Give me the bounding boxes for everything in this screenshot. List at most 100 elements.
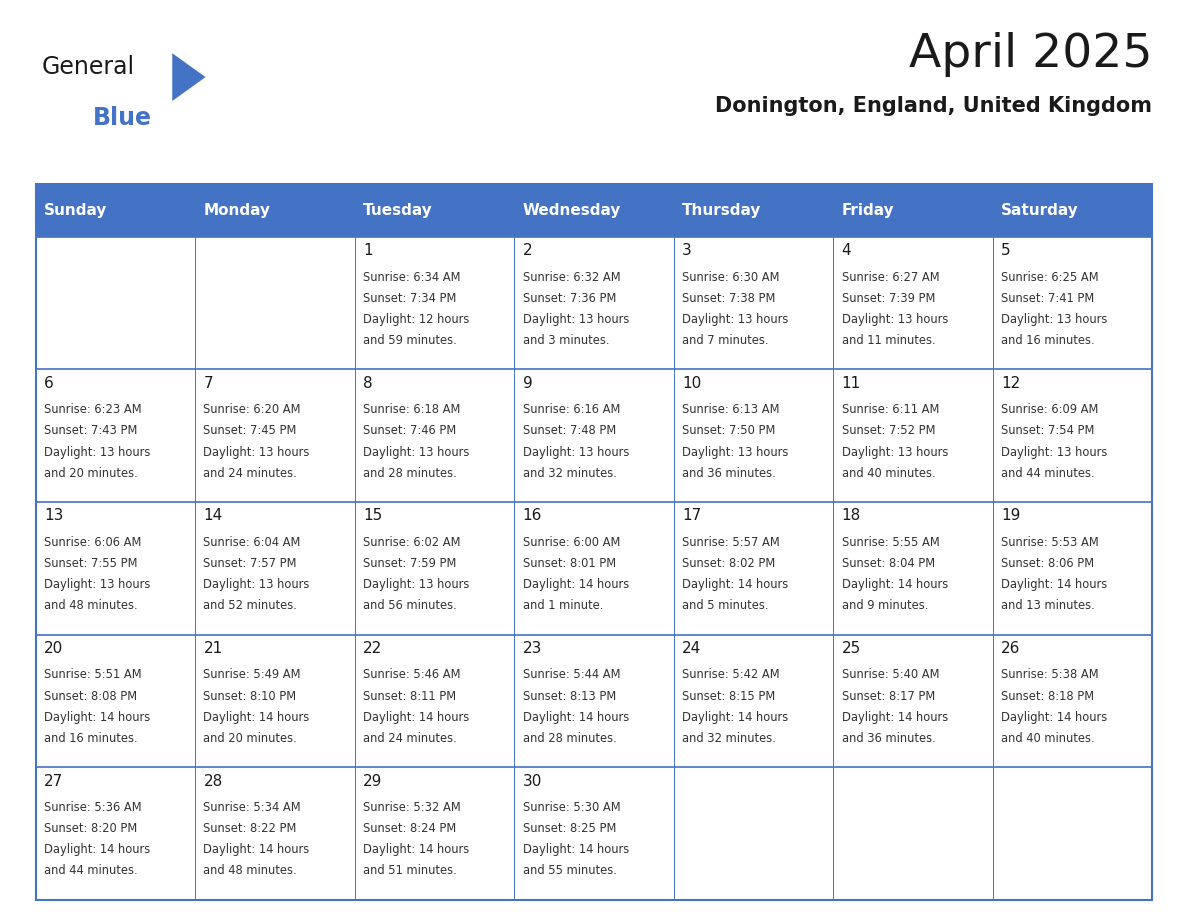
Bar xyxy=(195,184,355,237)
Bar xyxy=(36,237,195,369)
Bar xyxy=(674,767,833,900)
Text: and 44 minutes.: and 44 minutes. xyxy=(1001,466,1095,480)
Text: and 48 minutes.: and 48 minutes. xyxy=(203,865,297,878)
Text: Sunrise: 6:25 AM: Sunrise: 6:25 AM xyxy=(1001,271,1099,284)
Text: 11: 11 xyxy=(841,375,861,391)
Text: Sunset: 8:15 PM: Sunset: 8:15 PM xyxy=(682,689,776,702)
Text: and 48 minutes.: and 48 minutes. xyxy=(44,599,138,612)
Text: Sunset: 7:45 PM: Sunset: 7:45 PM xyxy=(203,424,297,438)
Text: Daylight: 13 hours: Daylight: 13 hours xyxy=(682,313,789,326)
Text: Daylight: 14 hours: Daylight: 14 hours xyxy=(682,578,789,591)
Bar xyxy=(36,184,195,237)
Text: Daylight: 14 hours: Daylight: 14 hours xyxy=(203,844,310,856)
Text: Sunset: 8:13 PM: Sunset: 8:13 PM xyxy=(523,689,615,702)
Bar xyxy=(36,184,1152,900)
Text: Sunrise: 6:32 AM: Sunrise: 6:32 AM xyxy=(523,271,620,284)
Text: Sunrise: 5:46 AM: Sunrise: 5:46 AM xyxy=(364,668,461,681)
Text: Daylight: 14 hours: Daylight: 14 hours xyxy=(364,711,469,723)
Text: Sunset: 7:38 PM: Sunset: 7:38 PM xyxy=(682,292,776,305)
Text: and 16 minutes.: and 16 minutes. xyxy=(44,732,138,744)
Text: and 52 minutes.: and 52 minutes. xyxy=(203,599,297,612)
Text: Sunset: 7:52 PM: Sunset: 7:52 PM xyxy=(841,424,935,438)
Polygon shape xyxy=(172,53,206,101)
Text: Sunset: 8:08 PM: Sunset: 8:08 PM xyxy=(44,689,137,702)
Text: 25: 25 xyxy=(841,641,861,656)
Text: Sunset: 8:01 PM: Sunset: 8:01 PM xyxy=(523,557,615,570)
Text: and 11 minutes.: and 11 minutes. xyxy=(841,334,935,347)
Text: Sunrise: 6:09 AM: Sunrise: 6:09 AM xyxy=(1001,403,1099,417)
Text: Daylight: 13 hours: Daylight: 13 hours xyxy=(364,445,469,459)
Text: and 28 minutes.: and 28 minutes. xyxy=(364,466,456,480)
Text: Daylight: 13 hours: Daylight: 13 hours xyxy=(523,313,628,326)
Text: Daylight: 14 hours: Daylight: 14 hours xyxy=(841,711,948,723)
Text: 19: 19 xyxy=(1001,509,1020,523)
Text: Monday: Monday xyxy=(203,203,270,218)
Text: 6: 6 xyxy=(44,375,53,391)
Bar xyxy=(36,634,195,767)
Text: 23: 23 xyxy=(523,641,542,656)
Text: Sunrise: 6:20 AM: Sunrise: 6:20 AM xyxy=(203,403,301,417)
Text: Daylight: 14 hours: Daylight: 14 hours xyxy=(523,711,628,723)
Text: Sunset: 8:18 PM: Sunset: 8:18 PM xyxy=(1001,689,1094,702)
Text: 30: 30 xyxy=(523,774,542,789)
Text: Daylight: 13 hours: Daylight: 13 hours xyxy=(841,313,948,326)
Text: Sunrise: 6:23 AM: Sunrise: 6:23 AM xyxy=(44,403,141,417)
Bar xyxy=(833,634,993,767)
Text: Sunrise: 6:16 AM: Sunrise: 6:16 AM xyxy=(523,403,620,417)
Text: Sunrise: 6:00 AM: Sunrise: 6:00 AM xyxy=(523,536,620,549)
Bar xyxy=(514,184,674,237)
Text: Daylight: 13 hours: Daylight: 13 hours xyxy=(1001,313,1107,326)
Bar xyxy=(514,767,674,900)
Text: Sunrise: 6:13 AM: Sunrise: 6:13 AM xyxy=(682,403,779,417)
Text: Sunrise: 5:34 AM: Sunrise: 5:34 AM xyxy=(203,801,301,814)
Text: 16: 16 xyxy=(523,509,542,523)
Text: Sunset: 7:55 PM: Sunset: 7:55 PM xyxy=(44,557,138,570)
Text: and 7 minutes.: and 7 minutes. xyxy=(682,334,769,347)
Text: Sunrise: 6:02 AM: Sunrise: 6:02 AM xyxy=(364,536,461,549)
Bar xyxy=(195,502,355,634)
Text: Daylight: 14 hours: Daylight: 14 hours xyxy=(523,578,628,591)
Text: Sunrise: 5:40 AM: Sunrise: 5:40 AM xyxy=(841,668,939,681)
Text: Sunrise: 6:18 AM: Sunrise: 6:18 AM xyxy=(364,403,461,417)
Text: Sunrise: 6:11 AM: Sunrise: 6:11 AM xyxy=(841,403,939,417)
Text: Sunset: 7:39 PM: Sunset: 7:39 PM xyxy=(841,292,935,305)
Bar xyxy=(674,634,833,767)
Bar xyxy=(674,237,833,369)
Text: Sunset: 8:11 PM: Sunset: 8:11 PM xyxy=(364,689,456,702)
Text: Sunset: 8:02 PM: Sunset: 8:02 PM xyxy=(682,557,776,570)
Text: 20: 20 xyxy=(44,641,63,656)
Text: 17: 17 xyxy=(682,509,701,523)
Bar xyxy=(195,634,355,767)
Text: and 51 minutes.: and 51 minutes. xyxy=(364,865,456,878)
Text: Sunset: 8:10 PM: Sunset: 8:10 PM xyxy=(203,689,297,702)
Text: 24: 24 xyxy=(682,641,701,656)
Bar xyxy=(195,767,355,900)
Text: Wednesday: Wednesday xyxy=(523,203,620,218)
Text: Sunset: 7:36 PM: Sunset: 7:36 PM xyxy=(523,292,615,305)
Text: and 24 minutes.: and 24 minutes. xyxy=(364,732,456,744)
Text: 27: 27 xyxy=(44,774,63,789)
Text: and 32 minutes.: and 32 minutes. xyxy=(682,732,776,744)
Text: Daylight: 13 hours: Daylight: 13 hours xyxy=(44,578,151,591)
Text: Sunset: 7:59 PM: Sunset: 7:59 PM xyxy=(364,557,456,570)
Text: Saturday: Saturday xyxy=(1000,203,1079,218)
Text: Sunrise: 5:51 AM: Sunrise: 5:51 AM xyxy=(44,668,141,681)
Text: and 56 minutes.: and 56 minutes. xyxy=(364,599,456,612)
Text: Sunrise: 6:30 AM: Sunrise: 6:30 AM xyxy=(682,271,779,284)
Text: and 40 minutes.: and 40 minutes. xyxy=(1001,732,1095,744)
Bar xyxy=(355,502,514,634)
Text: 18: 18 xyxy=(841,509,861,523)
Bar xyxy=(993,184,1152,237)
Text: Sunset: 7:41 PM: Sunset: 7:41 PM xyxy=(1001,292,1094,305)
Text: Daylight: 13 hours: Daylight: 13 hours xyxy=(841,445,948,459)
Bar xyxy=(195,237,355,369)
Text: and 55 minutes.: and 55 minutes. xyxy=(523,865,617,878)
Text: Sunset: 7:46 PM: Sunset: 7:46 PM xyxy=(364,424,456,438)
Bar xyxy=(993,237,1152,369)
Bar xyxy=(36,369,195,502)
Bar xyxy=(514,634,674,767)
Bar xyxy=(674,184,833,237)
Bar xyxy=(833,767,993,900)
Bar xyxy=(355,184,514,237)
Text: and 59 minutes.: and 59 minutes. xyxy=(364,334,456,347)
